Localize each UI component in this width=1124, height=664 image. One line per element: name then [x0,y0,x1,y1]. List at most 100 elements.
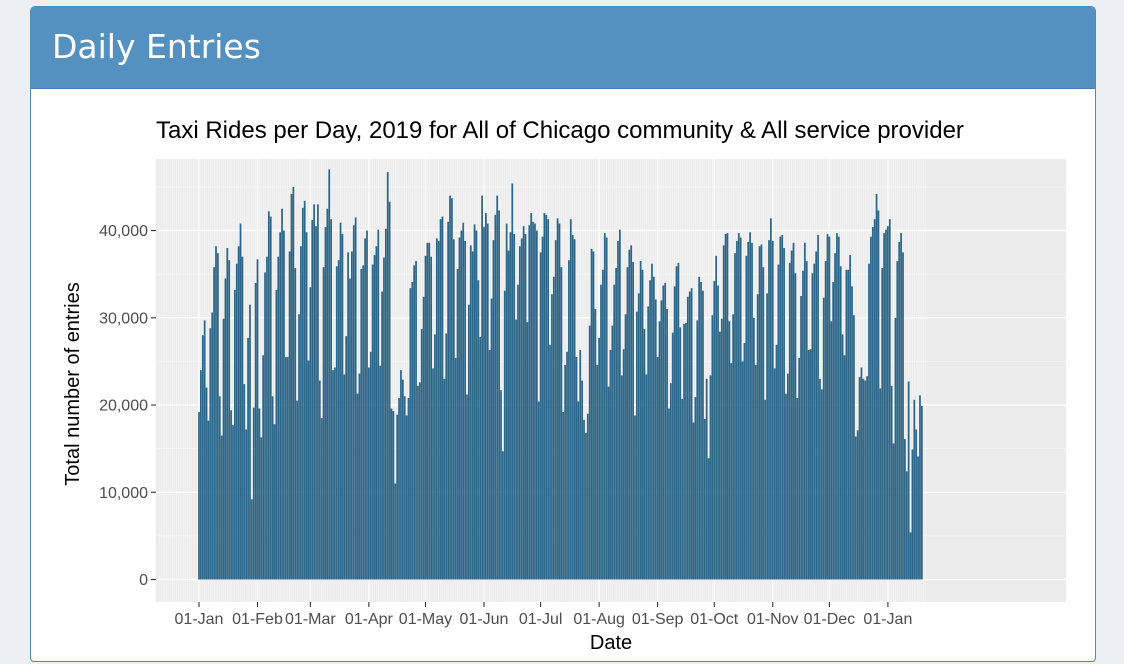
bar [300,246,302,580]
bar [573,239,576,580]
bar [445,333,448,580]
bar [851,286,853,580]
bar [822,297,825,580]
bar [464,241,466,580]
bar [249,304,251,580]
bar [828,236,831,580]
daily-entries-panel: Daily Entries Taxi Rides per Day, 2019 f… [30,6,1096,662]
bar [226,247,229,580]
bar [649,280,651,580]
bar [541,236,544,580]
bar [252,407,255,580]
bar [364,238,366,580]
bar [607,386,610,580]
bar [430,256,433,580]
bar [485,213,487,580]
bar [379,365,382,580]
bar [615,268,617,580]
bar [383,257,385,580]
bar [671,332,674,580]
bar [753,317,755,580]
panel-title: Daily Entries [52,27,261,66]
bar [337,260,340,580]
bar [332,370,334,580]
bar [849,254,852,580]
bar [694,397,697,580]
bar [415,261,417,580]
bar [286,357,289,580]
bar [294,268,297,580]
bar [281,208,283,580]
bar [785,393,787,580]
bar [602,269,604,580]
bar [737,233,740,580]
bar [311,220,314,580]
bar [543,213,546,580]
panel-header: Daily Entries [31,7,1095,89]
bar [260,437,263,580]
bar [683,323,685,580]
bar [673,286,676,580]
bar [837,236,840,580]
bar [396,414,399,580]
bar [200,370,202,580]
bar [309,287,312,580]
bar [920,405,923,580]
bar [509,232,512,580]
bar [503,290,506,580]
bar [798,357,801,580]
bar [428,242,431,580]
bar [326,208,329,580]
bar [273,424,276,580]
bar [730,363,733,580]
bar [779,236,782,580]
bar [641,269,644,580]
bar [632,261,634,580]
bar [339,222,342,580]
bar [870,236,872,580]
x-axis: 01-Jan 01-Feb 01-Mar 01-Apr 01-May 01-Jun 01-J… [175,602,912,628]
bar [834,253,836,580]
bar [258,408,261,580]
bar [847,269,850,580]
bar [768,240,770,580]
bar [564,364,567,580]
bar [636,311,638,580]
bar [715,255,718,580]
bar [460,230,463,580]
bar [873,219,876,580]
bar [685,323,687,580]
bar [662,285,665,580]
bar [892,443,895,580]
bar [794,273,797,580]
bar [256,259,259,580]
bar [588,325,591,580]
bar [719,331,721,580]
bar [688,291,691,580]
bar [515,319,517,580]
bar [254,282,257,580]
bar [603,233,606,580]
bar [405,415,408,580]
bar [881,268,884,580]
bar [777,264,780,580]
x-tick-label: 01-May [399,611,452,628]
bar [824,261,827,580]
bar [803,242,806,580]
bar [864,380,867,580]
bar [407,398,410,580]
bar [288,251,291,580]
bar [679,327,682,580]
bar [235,263,238,580]
bar [284,357,287,580]
bar [739,237,742,580]
bar [888,219,891,580]
bar [905,471,908,580]
bar [203,320,206,580]
bar [554,240,557,580]
bar [817,234,819,580]
bar [898,241,901,580]
bar [247,337,249,580]
bar [335,266,338,580]
bar [358,373,361,580]
